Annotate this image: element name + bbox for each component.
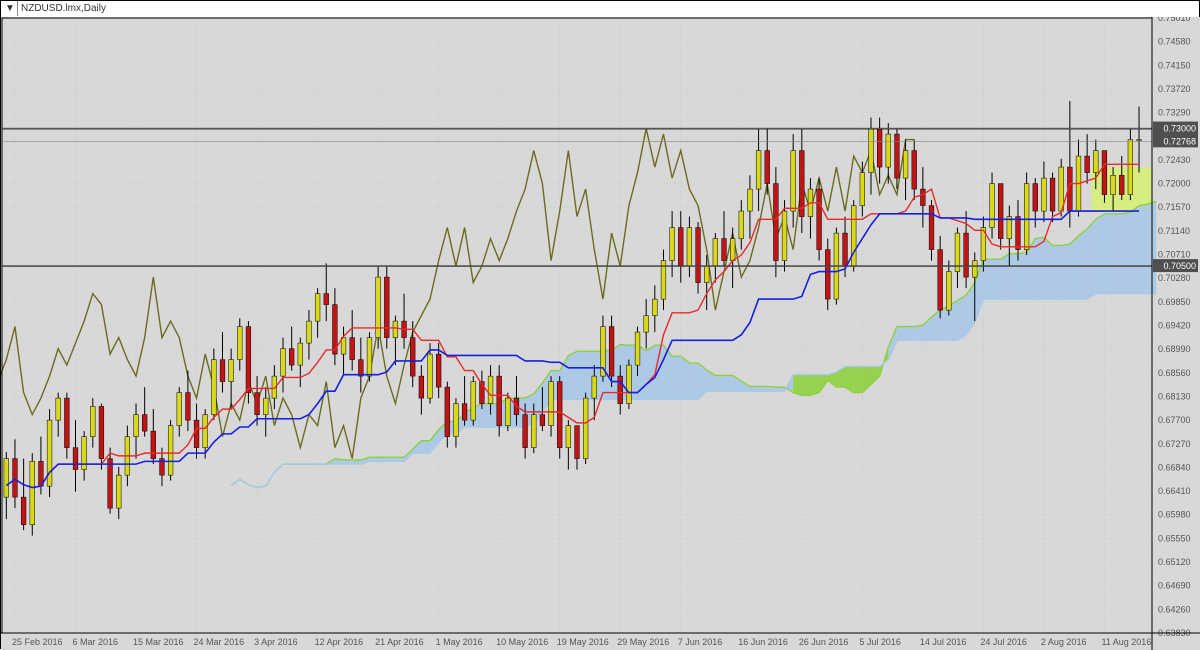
y-axis-tick-label: 0.75010 <box>1158 17 1191 23</box>
x-axis-tick-label: 15 Mar 2016 <box>133 637 184 647</box>
chart-window-frame: ▼ NZDUSD.lmx,Daily 0.75010 0.74580 0.74150… <box>0 0 1200 649</box>
x-axis-tick-label: 3 Apr 2016 <box>254 637 298 647</box>
x-axis-tick-label: 29 May 2016 <box>617 637 669 647</box>
y-axis-tick-label: 0.73720 <box>1158 84 1191 94</box>
y-axis-tick-label: 0.64260 <box>1158 604 1191 614</box>
y-axis-tick-label: 0.65120 <box>1158 557 1191 567</box>
y-axis-tick-label: 0.72430 <box>1158 155 1191 165</box>
x-axis-tick-label: 24 Jul 2016 <box>980 637 1027 647</box>
price-chart[interactable]: 0.750100.745800.741500.737200.732900.728… <box>1 17 1200 650</box>
y-axis-tick-label: 0.71570 <box>1158 202 1191 212</box>
svg-text:0.72768: 0.72768 <box>1163 136 1196 146</box>
y-axis-tick-label: 0.65550 <box>1158 533 1191 543</box>
y-axis-tick-label: 0.68990 <box>1158 344 1191 354</box>
x-axis-tick-label: 26 Jun 2016 <box>799 637 849 647</box>
y-axis-tick-label: 0.65980 <box>1158 510 1191 520</box>
y-axis-tick-label: 0.68130 <box>1158 391 1191 401</box>
y-axis-tick-label: 0.67270 <box>1158 439 1191 449</box>
y-axis-tick-label: 0.66410 <box>1158 486 1191 496</box>
y-axis-tick-label: 0.68560 <box>1158 368 1191 378</box>
y-axis-tick-label: 0.73290 <box>1158 108 1191 118</box>
x-axis-tick-label: 10 May 2016 <box>496 637 548 647</box>
x-axis-tick-label: 21 Apr 2016 <box>375 637 424 647</box>
y-axis-tick-label: 0.74580 <box>1158 37 1191 47</box>
x-axis-tick-label: 12 Apr 2016 <box>315 637 364 647</box>
svg-text:0.73000: 0.73000 <box>1163 124 1196 134</box>
y-axis-tick-label: 0.72000 <box>1158 179 1191 189</box>
x-axis-tick-label: 14 Jul 2016 <box>920 637 967 647</box>
x-axis-tick-label: 5 Jul 2016 <box>859 637 901 647</box>
y-axis-tick-label: 0.67700 <box>1158 415 1191 425</box>
x-axis-tick-label: 11 Aug 2016 <box>1101 637 1151 647</box>
y-axis-tick-label: 0.71140 <box>1158 226 1190 236</box>
chart-titlebar: ▼ NZDUSD.lmx,Daily <box>1 1 1199 18</box>
y-axis-tick-label: 0.69850 <box>1158 297 1191 307</box>
x-axis-tick-label: 24 Mar 2016 <box>194 637 245 647</box>
x-axis-tick-label: 2 Aug 2016 <box>1041 637 1087 647</box>
y-axis-tick-label: 0.66840 <box>1158 462 1191 472</box>
y-axis-tick-label: 0.70710 <box>1158 250 1191 260</box>
svg-text:0.70500: 0.70500 <box>1163 261 1196 271</box>
x-axis-tick-label: 7 Jun 2016 <box>678 637 723 647</box>
x-axis-tick-label: 1 May 2016 <box>436 637 483 647</box>
x-axis-tick-label: 25 Feb 2016 <box>12 637 63 647</box>
y-axis-tick-label: 0.70280 <box>1158 273 1191 283</box>
x-axis-tick-label: 19 May 2016 <box>557 637 609 647</box>
y-axis-tick-label: 0.69420 <box>1158 321 1191 331</box>
chart-menu-button[interactable]: ▼ <box>3 1 18 16</box>
y-axis-tick-label: 0.64690 <box>1158 581 1191 591</box>
y-axis-tick-label: 0.74150 <box>1158 60 1191 70</box>
x-axis-tick-label: 6 Mar 2016 <box>72 637 118 647</box>
x-axis-tick-label: 16 Jun 2016 <box>738 637 788 647</box>
chart-title: NZDUSD.lmx,Daily <box>21 1 106 17</box>
